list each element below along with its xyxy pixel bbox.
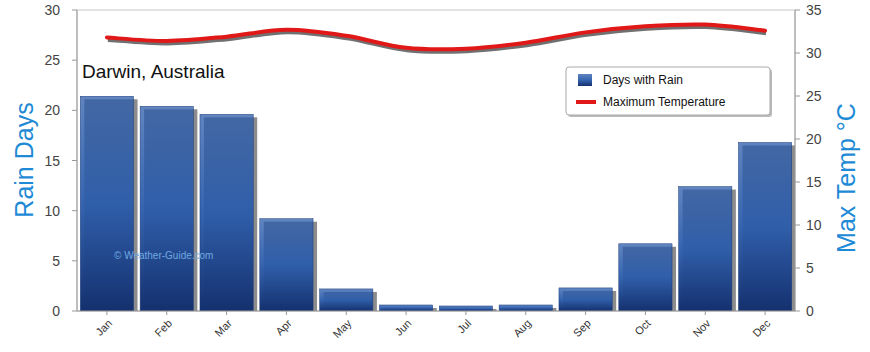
x-tick-label: Apr — [273, 317, 294, 338]
x-tick-label: Dec — [750, 317, 773, 340]
x-tick — [465, 311, 466, 315]
x-tick — [765, 311, 766, 315]
chart: 0 5 10 15 20 25 30 0 5 10 15 20 25 30 35 Jan Feb Mar Apr Ma… — [0, 0, 870, 352]
y-tick — [72, 110, 77, 111]
y-tick — [72, 210, 77, 211]
y2-tick — [795, 225, 800, 226]
x-tick-label: Aug — [511, 317, 533, 339]
y-axis-title: Rain Days — [10, 102, 38, 217]
bar — [80, 96, 133, 311]
y2-tick-label: 30 — [806, 45, 822, 61]
y2-tick — [795, 96, 800, 97]
legend-swatch — [578, 74, 592, 86]
y2-tick-label: 10 — [806, 217, 822, 233]
y-tick — [72, 60, 77, 61]
bar — [379, 305, 432, 311]
bar — [679, 187, 732, 311]
y-tick-label: 10 — [44, 203, 60, 219]
y2-tick — [795, 53, 800, 54]
x-tick-label: Jan — [93, 317, 114, 338]
y2-tick — [795, 268, 800, 269]
x-tick-label: Oct — [632, 317, 653, 338]
x-tick-label: Nov — [690, 317, 713, 340]
x-tick-label: Jun — [392, 317, 413, 338]
title: Darwin, Australia — [82, 61, 225, 82]
line — [107, 24, 765, 49]
bar — [140, 106, 193, 311]
x-axis — [77, 311, 795, 312]
y-tick-label: 0 — [52, 303, 60, 319]
x-tick-label: Mar — [212, 317, 234, 339]
bar — [559, 288, 612, 311]
y-tick-label: 20 — [44, 102, 60, 118]
x-tick — [106, 311, 107, 315]
y2-tick — [795, 311, 800, 312]
x-tick — [286, 311, 287, 315]
y2-axis — [795, 10, 796, 311]
y2-tick — [795, 182, 800, 183]
y-tick-label: 25 — [44, 52, 60, 68]
y-tick — [72, 311, 77, 312]
legend-label: Maximum Temperature — [603, 95, 726, 109]
bar — [738, 142, 791, 311]
y2-tick-label: 15 — [806, 174, 822, 190]
x-tick — [585, 311, 586, 315]
watermark: © Weather-Guide.com — [114, 250, 213, 261]
legend-swatch — [576, 100, 596, 104]
y2-tick-label: 35 — [806, 2, 822, 18]
legend-box — [566, 67, 770, 115]
bar — [200, 114, 253, 311]
y-tick — [72, 10, 77, 11]
x-tick — [166, 311, 167, 315]
bar — [320, 289, 373, 311]
y-tick-label: 30 — [44, 2, 60, 18]
x-tick-label: Sep — [571, 317, 593, 339]
x-tick-label: May — [330, 317, 354, 341]
y2-tick-label: 20 — [806, 131, 822, 147]
y-tick-label: 15 — [44, 153, 60, 169]
y-tick — [72, 260, 77, 261]
legend-label: Days with Rain — [603, 73, 683, 87]
y2-tick-label: 25 — [806, 88, 822, 104]
x-tick — [406, 311, 407, 315]
y2-tick-label: 0 — [806, 303, 814, 319]
y2-tick-label: 5 — [806, 260, 814, 276]
plot-frame — [77, 10, 795, 311]
y2-tick — [795, 10, 800, 11]
x-tick — [346, 311, 347, 315]
y-tick — [72, 160, 77, 161]
x-tick-label: Jul — [455, 317, 473, 335]
bar — [260, 219, 313, 311]
x-tick — [525, 311, 526, 315]
x-tick — [645, 311, 646, 315]
bar — [499, 305, 552, 311]
y2-tick — [795, 139, 800, 140]
x-tick — [705, 311, 706, 315]
y2-axis-title: Max Temp °C — [832, 103, 860, 253]
bar — [439, 306, 492, 311]
y-tick-label: 5 — [52, 253, 60, 269]
x-tick — [226, 311, 227, 315]
bar — [619, 244, 672, 311]
x-tick-label: Feb — [152, 317, 174, 339]
plot-area — [80, 24, 795, 311]
